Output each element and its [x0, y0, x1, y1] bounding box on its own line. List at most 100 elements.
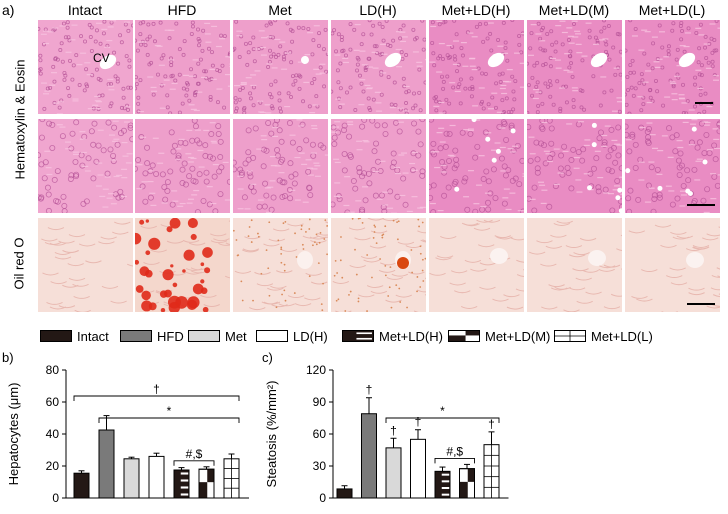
chart-0: b) Hepatocytes (μm) 0 20 40 60 80 † * #,$	[2, 350, 249, 505]
chart-1: c) Steatosis (%/mm²) 0 30 60 90 120 † † † † * #,$	[262, 350, 509, 505]
bar-mark: †	[415, 415, 422, 429]
bar-charts: b) Hepatocytes (μm) 0 20 40 60 80 † * #,$ c) Steato…	[2, 350, 509, 505]
row-label-oil-red: Oil red O	[11, 237, 27, 290]
y-tick-label: 60	[313, 427, 327, 441]
significance-bracket	[434, 457, 475, 464]
histology-tile-r1-c4	[429, 119, 524, 213]
bar-mark: †	[488, 417, 495, 431]
significance-label: #,$	[446, 444, 463, 458]
bar-0	[336, 488, 353, 499]
legend-swatch	[120, 330, 152, 342]
significance-bracket	[73, 395, 240, 401]
bar-5	[198, 468, 215, 499]
legend-item-4: Met+LD(H)	[342, 328, 443, 344]
column-header-2: Met	[268, 2, 292, 18]
y-tick-label: 120	[306, 363, 326, 377]
significance-label: *	[440, 404, 445, 418]
histology-tile-r1-c1	[135, 119, 230, 213]
significance-label: *	[167, 404, 172, 418]
histology-tile-r2-c4	[429, 218, 524, 312]
legend-item-6: Met+LD(L)	[554, 328, 653, 344]
legend-swatch	[40, 330, 72, 342]
column-header-5: Met+LD(M)	[538, 2, 610, 18]
y-tick-label: 30	[313, 459, 327, 473]
legend-swatch-fill	[342, 330, 374, 342]
y-tick-label: 40	[46, 427, 60, 441]
legend-label: Met	[225, 328, 247, 344]
legend-label: Met+LD(M)	[485, 328, 551, 344]
histology-tile-r2-c5	[527, 218, 622, 312]
bar-3	[148, 455, 165, 499]
legend-label: HFD	[157, 328, 184, 344]
legend-item-2: Met	[188, 328, 247, 344]
histology-tile-r0-c1	[135, 20, 230, 114]
histology-tile-r2-c6	[625, 218, 720, 312]
bar-1	[361, 413, 377, 499]
histology-tile-r1-c2	[233, 119, 328, 213]
legend-swatch	[342, 330, 374, 342]
bar-0	[73, 472, 90, 499]
legend-swatch-fill	[120, 330, 152, 342]
legend-label: Met+LD(L)	[591, 328, 653, 344]
bar-6	[483, 444, 500, 499]
bar-4	[173, 469, 190, 499]
bar-mark: †	[366, 383, 373, 397]
y-tick-label: 60	[46, 395, 60, 409]
legend-swatch	[256, 330, 288, 342]
legend-item-1: HFD	[120, 328, 184, 344]
bar-2	[385, 447, 402, 499]
significance-bracket	[98, 417, 240, 423]
histology-tile-r1-c0	[38, 119, 133, 213]
histology-tile-r2-c1	[135, 218, 230, 312]
bar-2	[123, 458, 140, 499]
histology-tile-r0-c2	[233, 20, 328, 114]
legend-item-5: Met+LD(M)	[448, 328, 550, 344]
legend-swatch-fill	[256, 330, 288, 342]
bar-4	[434, 470, 451, 499]
significance-bracket	[385, 417, 500, 423]
legend-item-3: LD(H)	[256, 328, 328, 344]
histology-tile-r1-c5	[527, 119, 622, 213]
bar-6	[223, 458, 240, 499]
y-tick-label: 90	[313, 395, 327, 409]
y-axis-label: Steatosis (%/mm²)	[264, 381, 279, 488]
y-tick-label: 0	[319, 491, 326, 505]
legend-swatch	[448, 330, 480, 342]
legend-label: Intact	[77, 328, 109, 344]
column-header-0: Intact	[67, 2, 103, 18]
legend-swatch	[188, 330, 220, 342]
histology-tile-r0-c6	[625, 20, 720, 114]
column-header-4: Met+LD(H)	[441, 2, 511, 18]
y-tick-label: 80	[46, 363, 60, 377]
legend-swatch-fill	[40, 330, 72, 342]
chart-legend: Intact HFD Met LD(H) Met+LD(H) Met+LD(M) Met+L…	[40, 328, 720, 344]
bar-5	[459, 468, 475, 499]
histology-tile-r2-c3	[331, 218, 426, 312]
histology-tile-r0-c5	[527, 20, 622, 114]
histology-tile-r1-c6	[625, 119, 720, 213]
bar-1	[98, 429, 115, 499]
column-header-1: HFD	[167, 2, 197, 18]
y-axis-label: Hepatocytes (μm)	[6, 383, 21, 486]
legend-swatch-fill	[554, 330, 586, 342]
histology-tile-r1-c3	[331, 119, 426, 213]
y-tick-label: 20	[46, 459, 60, 473]
legend-label: Met+LD(H)	[379, 328, 443, 344]
bar-3	[410, 438, 426, 499]
panel-letter-b): b)	[2, 350, 14, 365]
column-header-6: Met+LD(L)	[638, 2, 706, 18]
histology-tile-r0-c3	[331, 20, 426, 114]
legend-swatch-fill	[448, 330, 480, 342]
legend-swatch-fill	[188, 330, 220, 342]
histology-tile-r0-c4	[429, 20, 524, 114]
legend-swatch	[554, 330, 586, 342]
legend-item-0: Intact	[40, 328, 109, 344]
significance-bracket	[173, 460, 215, 466]
significance-label: #,$	[186, 447, 203, 461]
panel-a-letter: a)	[2, 2, 15, 18]
legend-label: LD(H)	[293, 328, 328, 344]
y-tick-label: 0	[52, 491, 59, 505]
histology-tile-r0-c0: CV	[38, 20, 133, 114]
bar-mark: †	[390, 423, 397, 437]
significance-label: †	[153, 382, 160, 396]
